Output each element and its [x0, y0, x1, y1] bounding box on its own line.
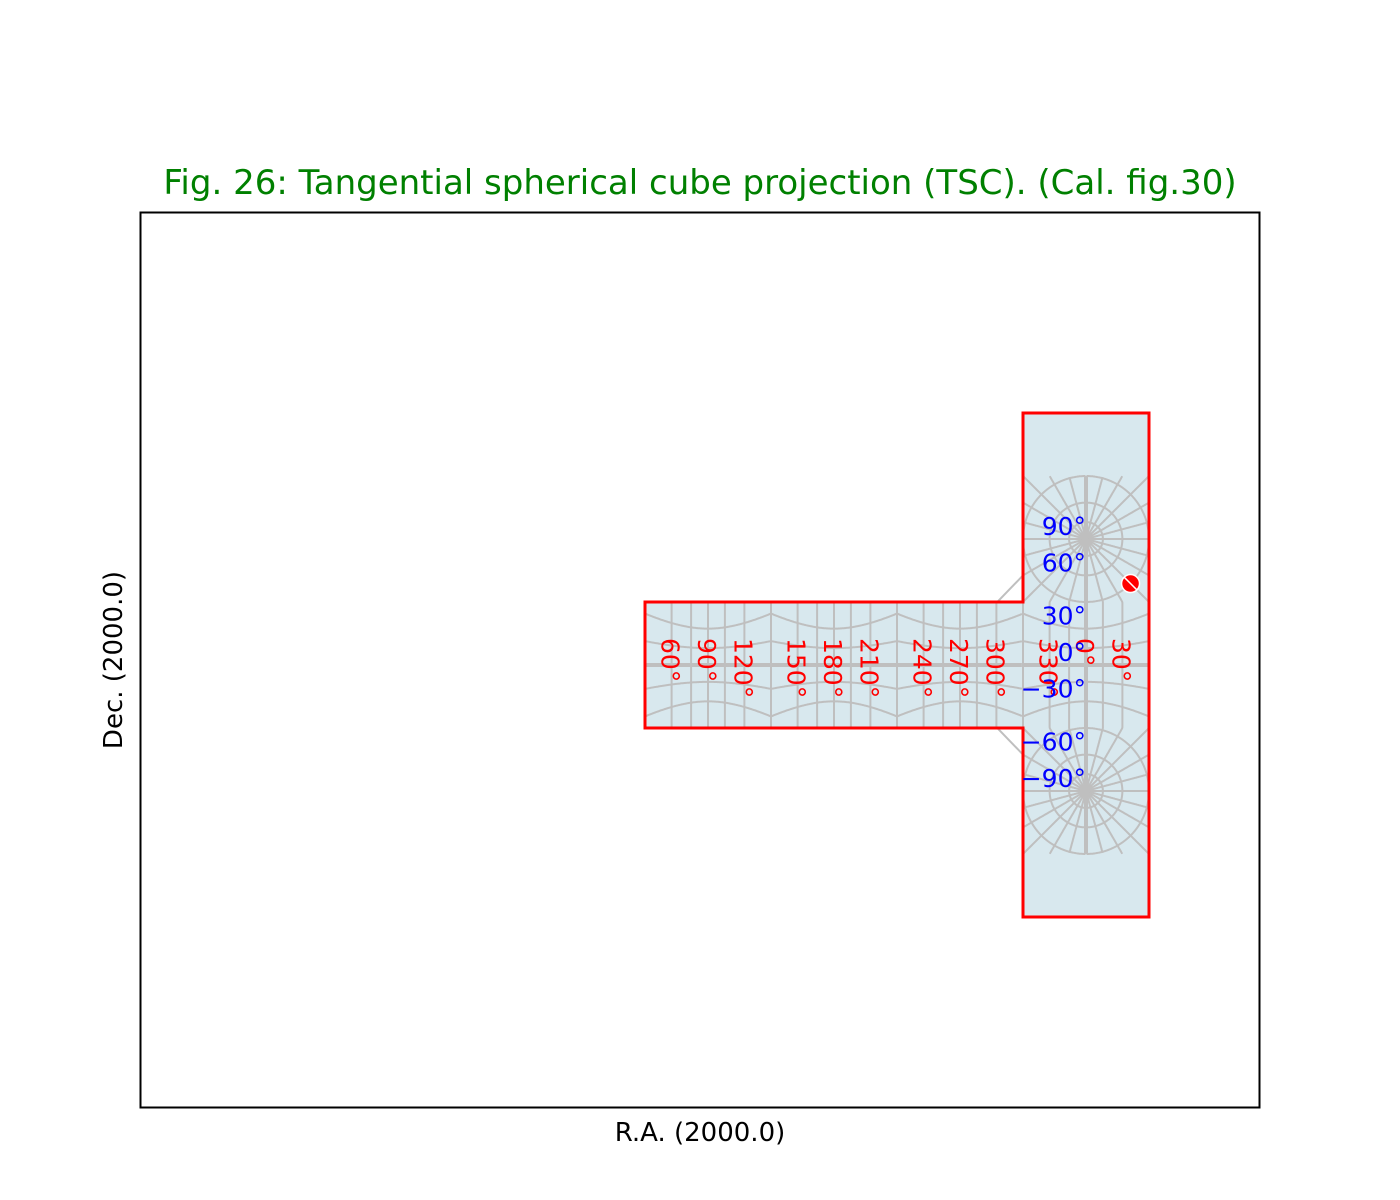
- graticule-meridian: [1085, 538, 1150, 577]
- graticule-meridian: [1023, 790, 1087, 809]
- graticule-parallel: [1040, 727, 1150, 791]
- graticule-meridian: [1085, 538, 1149, 557]
- graticule-meridian: [1022, 501, 1087, 540]
- graticule-meridian: [1085, 476, 1104, 540]
- ra-tick-label: 150°: [782, 638, 811, 698]
- graticule-meridian: [1068, 790, 1087, 854]
- dec-tick-label: −30°: [1021, 674, 1086, 703]
- ra-tick-label: 60°: [656, 638, 685, 682]
- graticule-parallel: [1068, 521, 1104, 557]
- graticule-parallel: [645, 700, 1023, 718]
- graticule-meridian: [1085, 790, 1124, 855]
- ra-tick-label: 90°: [692, 638, 721, 682]
- graticule-meridian: [1085, 501, 1150, 540]
- graticule-parallel: [1022, 475, 1086, 539]
- projection-boundary: [643, 411, 1151, 919]
- marker-cross: [1124, 577, 1138, 591]
- dec-tick-label: 90°: [1042, 512, 1086, 541]
- graticule-meridian: [1048, 475, 1087, 540]
- ra-tick-label: 240°: [908, 638, 937, 698]
- graticule-meridian: [1048, 790, 1087, 855]
- graticule-meridian: [1022, 790, 1087, 829]
- graticule-parallel: [1040, 539, 1150, 603]
- graticule-meridian: [1023, 521, 1087, 540]
- projection-map: 300°270°240°210°180°150°120°90°60° 30°0°3…: [643, 411, 1151, 919]
- dec-tick-label: 0°: [1058, 638, 1086, 667]
- marker: [1120, 573, 1141, 594]
- graticule-meridian: [1023, 538, 1087, 557]
- dec-tick-label: −90°: [1021, 764, 1086, 793]
- graticule-meridian: [1068, 476, 1087, 540]
- graticule: [645, 475, 1150, 855]
- ra-tick-label: 270°: [944, 638, 973, 698]
- dec-tick-label: 60°: [1042, 548, 1086, 577]
- graticule-parallel: [645, 680, 1023, 690]
- graticule-parallel: [645, 612, 1023, 630]
- graticule-parallel: [1086, 791, 1150, 855]
- ra-tick-label: 0°: [1070, 638, 1099, 666]
- graticule-parallel: [1048, 501, 1124, 577]
- ra-tick-label: 180°: [818, 638, 847, 698]
- plot-frame: [139, 211, 1261, 1109]
- dec-tick-label: −60°: [1021, 728, 1086, 757]
- dec-tick-label: 30°: [1042, 602, 1086, 631]
- ra-tick-label: 30°: [1106, 638, 1135, 682]
- graticule-meridian: [1085, 790, 1149, 809]
- graticule-meridian: [1085, 521, 1149, 540]
- graticule-parallel: [1086, 475, 1150, 539]
- ra-tick-label: 330°: [1034, 638, 1063, 698]
- graticule-meridian: [1085, 790, 1150, 829]
- graticule-parallel: [1068, 773, 1104, 809]
- ra-tick-label: 120°: [728, 638, 757, 698]
- graticule-meridian: [1085, 773, 1149, 792]
- graticule-meridian: [1023, 773, 1087, 792]
- tick-labels: 300°270°240°210°180°150°120°90°60° 30°0°3…: [656, 512, 1136, 793]
- y-axis-label: Dec. (2000.0): [99, 571, 129, 749]
- graticule-parallel: [1022, 791, 1086, 855]
- x-axis-label: R.A. (2000.0): [615, 1118, 786, 1148]
- graticule-parallel: [1048, 753, 1124, 829]
- chart-title: Fig. 26: Tangential spherical cube proje…: [163, 163, 1236, 203]
- graticule-meridian: [1085, 790, 1104, 854]
- ra-tick-label: 210°: [854, 638, 883, 698]
- ra-tick-label: 300°: [980, 638, 1009, 698]
- graticule-parallel: [645, 640, 1023, 650]
- graticule-meridian: [1085, 753, 1150, 792]
- graticule-meridian: [1085, 475, 1124, 540]
